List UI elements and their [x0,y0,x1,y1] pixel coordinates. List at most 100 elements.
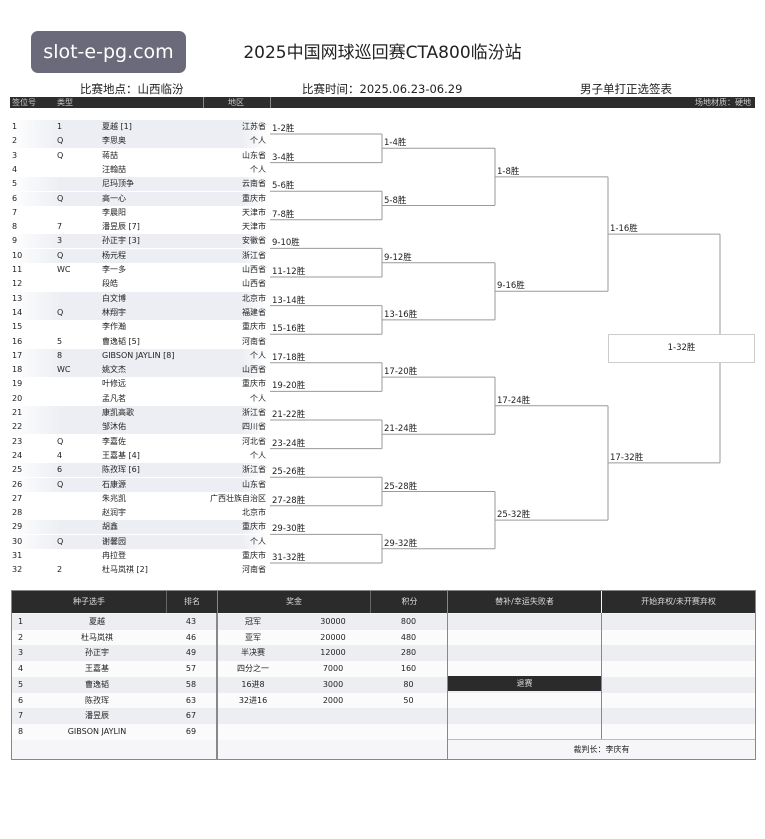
player-row: 3 Q 蒋喆 山东省 [10,149,268,163]
player-name: 冉拉登 [102,551,126,560]
player-name: 谢馨园 [102,536,126,546]
player-row: 24 4 王嘉基 [4] 个人 [10,449,268,463]
player-row: 9 3 孙正宇 [3] 安徽省 [10,234,268,249]
player-region: 福建省 [242,307,266,317]
bracket-slot-label: 25-28胜 [384,481,418,492]
player-row: 14 Q 林翔宇 福建省 [10,305,268,320]
player-row: 25 6 陈孜珲 [6] 浙江省 [10,463,268,478]
bracket-slot-label: 1-16胜 [610,224,638,235]
player-name: 李嘉佐 [102,436,126,446]
player-region: 云南省 [242,179,266,189]
cell-round: 16进8 [241,679,265,689]
cell-round: 亚军 [245,632,261,642]
player-region: 天津市 [242,207,266,217]
cell-points: 480 [400,632,417,642]
player-name: 林翔宇 [102,307,126,317]
player-row: 23 Q 李嘉佐 河北省 [10,435,268,449]
player-row: 5 尼玛顶争 云南省 [10,177,268,192]
bracket-slot-label: 3-4胜 [272,152,295,163]
player-name: 孟凡茗 [102,393,126,403]
cell-rank: 57 [185,664,197,674]
player-name: 胡鑫 [102,522,118,532]
player-region: 山西省 [242,365,266,375]
watermark-logo: slot-e-pg.com [31,31,186,73]
cell-name: 潘昱辰 [85,711,109,721]
cell-name: 夏越 [89,617,105,626]
entry-type: Q [57,479,64,489]
draw-number: 26 [12,479,23,489]
bracket-slot-label: 5-6胜 [272,181,295,192]
player-name: 杜马岚祺 [2] [102,565,148,575]
cell-name: 曹逸韬 [85,679,109,689]
player-row: 31 冉拉登 重庆市 [10,549,268,563]
draw-number: 15 [12,322,23,332]
bracket-slot-label: 9-16胜 [497,281,525,292]
header-region: 地区 [228,98,244,107]
entry-type: 4 [57,450,63,460]
player-region: 个人 [250,136,266,146]
bracket-slot-label: 29-30胜 [272,524,306,535]
player-row: 6 Q 高一心 重庆市 [10,191,268,206]
player-name: 白文博 [102,293,126,303]
draw-number: 8 [12,222,18,232]
draw-number: 2 [12,136,18,146]
bracket-slot-label: 15-16胜 [272,324,306,335]
table-row: 3 孙正宇 49 [12,645,216,662]
draw-number: 6 [12,193,18,203]
player-region: 江苏省 [242,122,266,131]
player-row: 10 Q 杨元程 浙江省 [10,248,268,263]
table-row: 4 王嘉基 57 [12,661,216,678]
player-region: 重庆市 [242,379,266,389]
table-row: 32进16 2000 50 [218,692,447,709]
draw-number: 5 [12,179,18,189]
cell-seed: 3 [18,648,24,658]
bracket-slot-label: 1-8胜 [497,166,520,177]
cell-seed: 1 [18,617,24,626]
cell-seed: 6 [18,695,24,705]
bracket-slot-label: 11-12胜 [272,267,306,277]
player-row: 29 胡鑫 重庆市 [10,520,268,535]
entry-type: WC [57,265,71,274]
cell-seed: 2 [18,632,24,642]
draw-number: 22 [12,422,23,432]
cell-round: 冠军 [245,617,261,626]
player-region: 个人 [250,393,266,403]
entry-type: Q [57,250,64,260]
draw-number: 24 [12,450,23,460]
draw-number: 25 [12,465,23,475]
player-region: 四川省 [242,422,266,432]
player-row: 7 李晨阳 天津市 [10,206,268,220]
bracket-slot-label: 25-32胜 [497,510,531,521]
cell-seed: 7 [18,711,24,721]
dates: 比赛时间：2025.06.23-06.29 [302,82,463,96]
bracket-slot-label: 19-20胜 [272,381,306,392]
player-row: 26 Q 石康源 山东省 [10,477,268,492]
player-region: 浙江省 [242,408,266,417]
draw-header-bar: 签位号 类型 地区 场地材质：硬地 [10,97,755,108]
player-region: 北京市 [242,293,266,303]
bracket-slot-label: 27-28胜 [272,495,306,506]
player-region: 河南省 [242,336,266,346]
seeds-header-player: 种子选手 [12,591,166,613]
forfeit-header: 开始弃权/未开赛弃权 [602,591,755,613]
header-surface: 场地材质：硬地 [695,98,751,107]
bracket-slot-label: 1-2胜 [272,124,295,134]
alternates-header: 替补/幸运失败者 [448,591,601,613]
bracket-slot-label: 1-4胜 [384,138,407,149]
player-row: 27 朱兆凯 广西壮族自治区 [10,492,268,506]
bracket-slot-label: 9-10胜 [272,238,300,249]
player-name: 夏越 [1] [102,122,132,131]
bracket-slot-label: 17-18胜 [272,352,306,363]
final-winner-box: 1-32胜 [608,334,755,363]
draw-name: 男子单打正选签表 [580,82,672,96]
bracket-slot-label: 17-24胜 [497,395,531,406]
draw-number: 20 [12,393,23,403]
header-draw-no: 签位号 [12,98,36,107]
player-name: 康凯高歌 [102,408,134,417]
table-row [218,723,447,740]
bracket-slot-label: 25-26胜 [272,467,306,478]
cell-prize: 3000 [322,679,344,689]
player-region: 河北省 [242,436,266,446]
entry-type: Q [57,136,64,146]
prize-table: 奖金 积分 冠军 30000 800 亚军 20000 480 半决赛 12000 280 四分之… [217,590,448,760]
